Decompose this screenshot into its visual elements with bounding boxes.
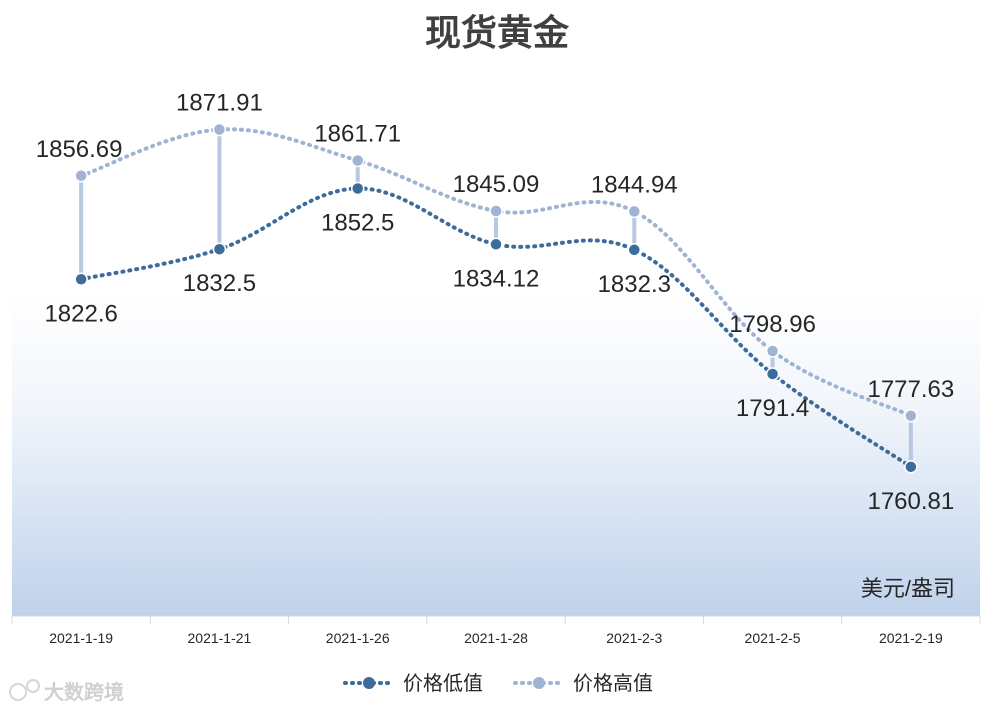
watermark-text: 大数跨境 (44, 680, 124, 704)
legend-swatch-marker (363, 677, 375, 689)
data-label-high: 1856.69 (36, 136, 123, 163)
x-tick-label: 2021-1-26 (326, 630, 390, 646)
legend: 价格低值 价格高值 (343, 672, 653, 695)
data-label-low: 1834.12 (453, 265, 540, 292)
x-tick-label: 2021-1-21 (188, 630, 252, 646)
plot-background (12, 290, 980, 616)
legend-swatch-marker (533, 677, 545, 689)
legend-item-high: 价格高值 (513, 672, 653, 695)
marker-high (765, 344, 780, 358)
marker-low (904, 460, 918, 474)
x-tick-label: 2021-1-28 (464, 630, 528, 646)
marker-low (627, 243, 642, 257)
marker-high (212, 122, 227, 137)
data-labels: 1822.6 1832.5 1852.5 1834.12 1832.3 1791.4 176… (36, 90, 954, 515)
data-label-high: 1861.71 (314, 121, 401, 148)
data-label-low: 1832.5 (183, 270, 256, 297)
series-markers (74, 122, 918, 474)
marker-high (350, 153, 365, 168)
data-label-high: 1871.91 (176, 90, 263, 117)
data-label-high: 1777.63 (867, 376, 954, 403)
data-label-low: 1852.5 (321, 209, 394, 236)
x-tick-label: 2021-2-3 (606, 630, 662, 646)
marker-high (627, 204, 642, 219)
marker-low (350, 181, 365, 196)
marker-low (74, 272, 88, 286)
legend-label: 价格低值 (403, 672, 483, 695)
marker-low (489, 237, 503, 252)
x-tick-label: 2021-2-5 (745, 630, 801, 646)
unit-label: 美元/盎司 (861, 576, 955, 601)
data-label-high: 1845.09 (453, 171, 540, 198)
x-tick-label: 2021-2-19 (879, 630, 943, 646)
marker-high (489, 204, 503, 218)
data-label-low: 1791.4 (736, 395, 809, 422)
watermark-logo-icon (9, 679, 40, 701)
data-label-low: 1760.81 (867, 488, 954, 515)
legend-item-low: 价格低值 (343, 672, 483, 695)
marker-low (765, 367, 780, 381)
x-tick-label: 2021-1-19 (49, 630, 113, 646)
watermark: 大数跨境 (9, 679, 124, 704)
chart-title: 现货黄金 (425, 12, 570, 53)
data-label-high: 1844.94 (591, 171, 678, 198)
marker-low (212, 242, 227, 256)
x-axis-labels: 2021-1-19 2021-1-21 2021-1-26 2021-1-28 2021… (49, 630, 943, 646)
x-axis-ticks (11, 616, 981, 624)
data-label-low: 1832.3 (598, 271, 671, 298)
legend-label: 价格高值 (573, 672, 653, 695)
data-label-low: 1822.6 (44, 300, 117, 327)
data-label-high: 1798.96 (729, 311, 816, 338)
marker-high (904, 409, 918, 423)
marker-high (74, 169, 88, 183)
